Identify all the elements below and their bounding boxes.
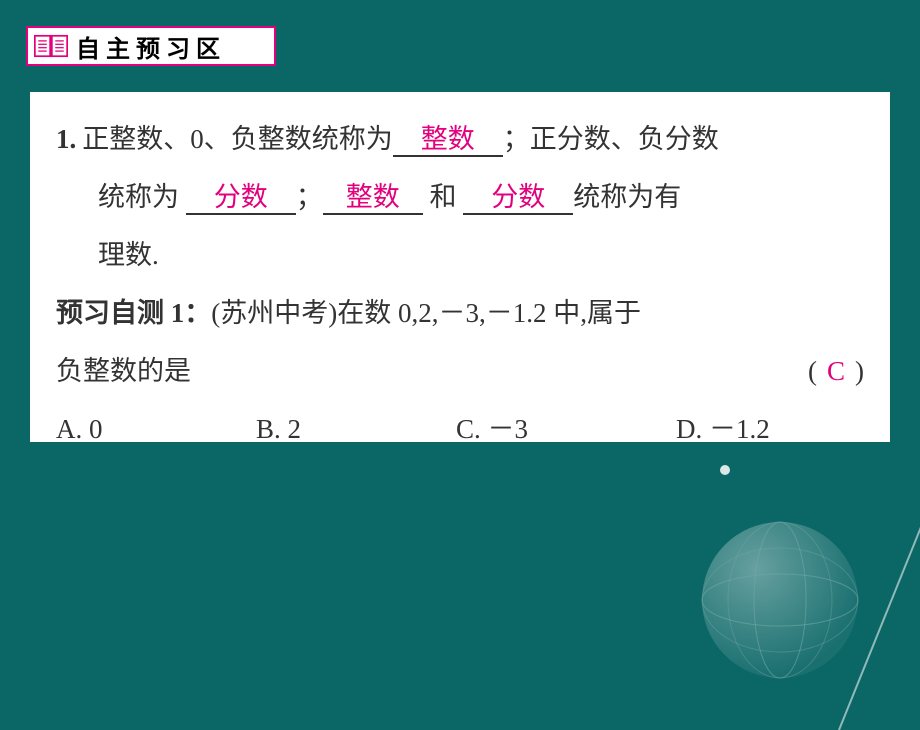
q1-line2: 统称为 分数；整数 和 分数统称为有 (56, 168, 864, 226)
blank-1: 整数 (393, 121, 503, 157)
option-c: C. －3 (456, 400, 676, 458)
content-panel: 1.正整数、0、负整数统称为整数；正分数、负分数 统称为 分数；整数 和 分数统… (30, 92, 890, 442)
q1-text-a: 正整数、0、负整数统称为 (82, 124, 393, 154)
question-1: 1.正整数、0、负整数统称为整数；正分数、负分数 统称为 分数；整数 和 分数统… (56, 110, 864, 284)
question-number: 1. (56, 124, 76, 154)
selftest-source: (苏州中考) (211, 298, 337, 328)
option-a: A. 0 (56, 400, 256, 458)
selftest-stem-line2: 负整数的是 (C) (56, 342, 864, 400)
option-b: B. 2 (256, 400, 456, 458)
answer-paren: (C) (808, 342, 864, 400)
paren-left: ( (808, 356, 817, 386)
q1-text-2a: 统称为 (98, 182, 179, 212)
q1-text-2b: ； (296, 182, 323, 212)
book-icon (34, 33, 68, 59)
selftest-label: 预习自测 1： (56, 298, 211, 328)
option-d: D. －1.2 (676, 400, 770, 458)
selftest-stem-b: 负整数的是 (56, 342, 191, 400)
q1-text-2c: 和 (430, 182, 457, 212)
paren-right: ) (855, 356, 864, 386)
q1-line3: 理数. (56, 226, 864, 284)
decoration-sphere-icon (700, 520, 860, 680)
selftest-1: 预习自测 1：(苏州中考)在数 0,2,－3,－1.2 中,属于 负整数的是 (… (56, 284, 864, 458)
mc-options: A. 0 B. 2 C. －3 D. －1.2 (56, 400, 864, 458)
blank-4: 分数 (463, 179, 573, 215)
mc-answer: C (817, 356, 855, 386)
selftest-stem-a: 在数 0,2,－3,－1.2 中,属于 (337, 298, 641, 328)
blank-3: 整数 (323, 179, 423, 215)
preview-section-header: 自主预习区 (26, 26, 276, 66)
q1-text-b: ；正分数、负分数 (503, 124, 719, 154)
header-title: 自主预习区 (76, 29, 226, 64)
blank-2: 分数 (186, 179, 296, 215)
decoration-dot (720, 465, 730, 475)
q1-text-2d: 统称为有 (573, 182, 681, 212)
